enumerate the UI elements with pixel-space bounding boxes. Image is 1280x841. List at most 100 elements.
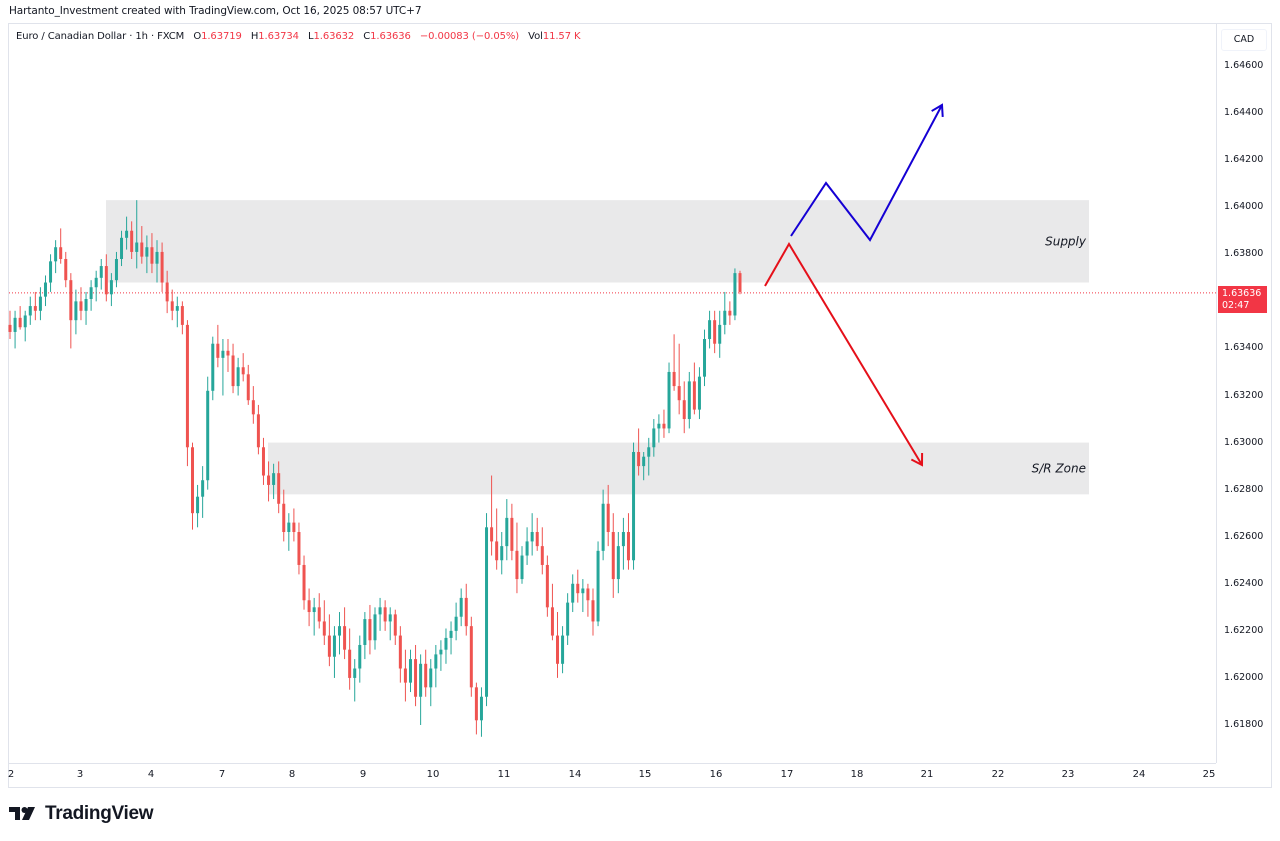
candle xyxy=(424,649,428,697)
projection-layer xyxy=(764,103,944,467)
candle xyxy=(723,291,727,335)
candle xyxy=(692,362,696,415)
candle xyxy=(282,489,286,542)
last-price-tag: 1.63636 02:47 xyxy=(1218,286,1267,313)
candle xyxy=(185,320,189,467)
candle xyxy=(586,583,590,617)
time-tick-label: 14 xyxy=(568,769,582,780)
symbol-name[interactable]: Euro / Canadian Dollar · 1h · FXCM xyxy=(16,31,185,42)
candle xyxy=(287,513,291,551)
candle xyxy=(373,607,377,650)
time-tick-label: 18 xyxy=(850,769,864,780)
candle xyxy=(120,230,124,267)
candle xyxy=(140,226,144,264)
candle xyxy=(561,626,565,674)
candle xyxy=(378,597,382,631)
close-label: C xyxy=(363,31,371,42)
candle xyxy=(74,289,78,335)
candle xyxy=(59,228,63,264)
candle xyxy=(23,310,27,342)
candle xyxy=(272,463,276,500)
candle xyxy=(708,310,712,349)
time-axis[interactable] xyxy=(9,763,1216,788)
candle xyxy=(191,442,194,530)
candle xyxy=(490,475,494,556)
price-tick-label: 1.63200 xyxy=(1224,389,1264,401)
time-tick-label: 4 xyxy=(147,769,155,780)
candle xyxy=(109,273,113,307)
symbol-legend[interactable]: Euro / Canadian Dollar · 1h · FXCM O1.63… xyxy=(16,31,581,42)
candle xyxy=(358,635,362,683)
candle xyxy=(99,258,103,290)
candle xyxy=(454,602,458,641)
candle xyxy=(662,409,666,438)
candle xyxy=(38,287,42,321)
bearish-projection-path[interactable] xyxy=(764,242,923,466)
candle xyxy=(211,336,215,401)
price-tick-label: 1.62200 xyxy=(1224,624,1264,636)
price-tick-label: 1.64400 xyxy=(1224,107,1264,119)
bar-countdown: 02:47 xyxy=(1222,300,1250,311)
volume-label: Vol xyxy=(528,31,543,42)
candle xyxy=(241,353,245,382)
candle xyxy=(302,555,306,610)
bearish-projection-arrowhead-icon xyxy=(910,452,924,467)
candle xyxy=(713,310,717,354)
candle xyxy=(64,251,68,288)
candle xyxy=(332,626,336,678)
tradingview-logo[interactable]: TradingView xyxy=(9,803,154,825)
candle xyxy=(114,251,118,288)
candle xyxy=(403,649,407,702)
candle xyxy=(388,607,392,641)
price-axis[interactable] xyxy=(1216,24,1272,763)
candle xyxy=(429,659,433,707)
time-tick-label: 3 xyxy=(76,769,84,780)
candle xyxy=(343,607,347,660)
candle xyxy=(89,280,93,311)
candle xyxy=(145,235,149,274)
candle xyxy=(256,404,260,455)
low-value: 1.63632 xyxy=(313,31,355,42)
time-tick-label: 17 xyxy=(780,769,794,780)
currency-button[interactable]: CAD xyxy=(1221,29,1267,51)
candle xyxy=(596,541,600,627)
price-tick-label: 1.63000 xyxy=(1224,436,1264,448)
candle xyxy=(125,216,129,250)
candle xyxy=(682,381,686,434)
candle xyxy=(79,287,83,321)
candle xyxy=(231,343,235,394)
price-tick-label: 1.61800 xyxy=(1224,719,1264,730)
candle xyxy=(647,437,651,476)
price-tick-label: 1.62600 xyxy=(1224,530,1264,542)
candle xyxy=(637,428,641,476)
candle xyxy=(216,324,220,368)
low-label: L xyxy=(308,31,314,42)
candle xyxy=(697,367,701,420)
candle xyxy=(571,574,575,613)
time-tick-label: 15 xyxy=(638,769,652,780)
candle xyxy=(196,484,200,528)
candle xyxy=(206,376,210,490)
sr-zone[interactable] xyxy=(268,442,1089,495)
price-tick-label: 1.62800 xyxy=(1224,483,1264,495)
candle xyxy=(591,588,595,636)
time-tick-label: 8 xyxy=(288,769,296,780)
supply-zone[interactable] xyxy=(106,200,1089,283)
candle xyxy=(246,364,250,405)
candle xyxy=(8,310,12,340)
candle xyxy=(69,273,73,349)
time-tick-label: 7 xyxy=(218,769,226,780)
candle xyxy=(540,527,544,575)
candle xyxy=(322,600,326,645)
bullish-projection-path[interactable] xyxy=(790,104,943,242)
candle xyxy=(520,546,524,584)
candle xyxy=(226,339,230,372)
candle xyxy=(611,513,615,598)
candle xyxy=(312,597,316,636)
candle xyxy=(632,442,636,570)
candle xyxy=(54,240,58,274)
candle xyxy=(621,517,625,570)
sr-zone-label: S/R Zone xyxy=(1032,461,1086,475)
candle xyxy=(414,644,418,707)
